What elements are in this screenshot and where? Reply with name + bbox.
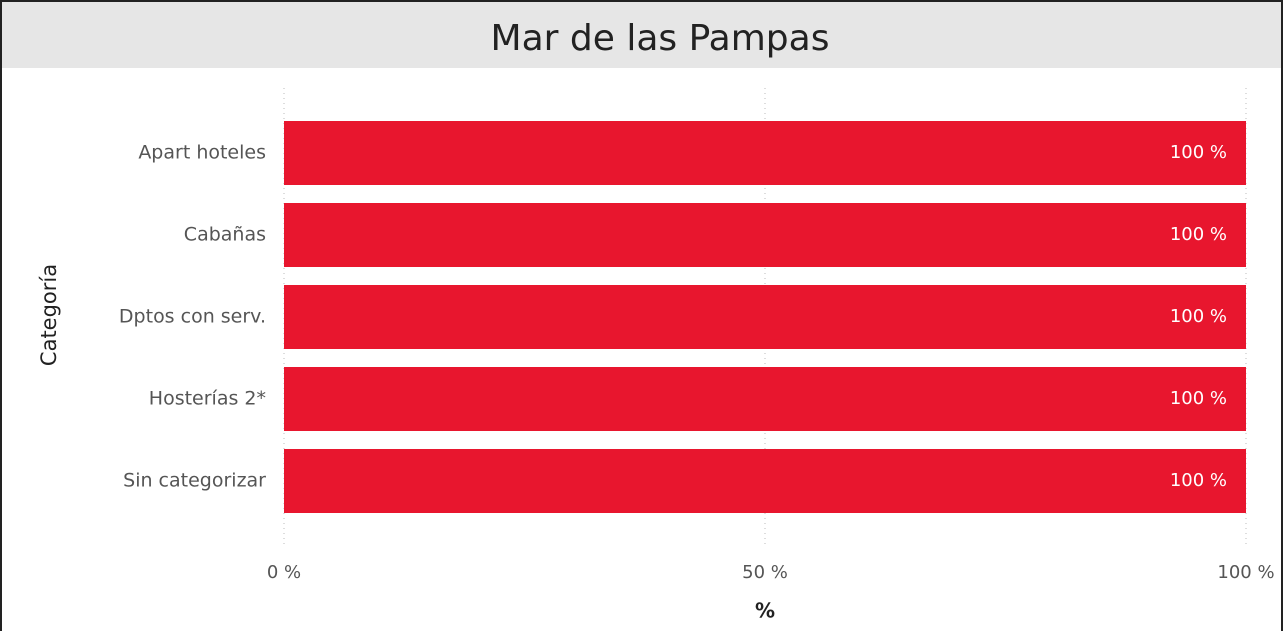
- value-label: 100 %: [1170, 306, 1227, 327]
- x-axis-label: %: [755, 599, 775, 623]
- x-tick-label: 50 %: [742, 562, 788, 583]
- y-tick-label: Hosterías 2*: [149, 388, 266, 410]
- bar: [284, 367, 1246, 431]
- bar: [284, 449, 1246, 513]
- y-tick-label: Apart hoteles: [138, 142, 266, 164]
- title-band: [0, 0, 1283, 68]
- value-label: 100 %: [1170, 224, 1227, 245]
- value-label: 100 %: [1170, 470, 1227, 491]
- bar: [284, 203, 1246, 267]
- chart-title: Mar de las Pampas: [491, 18, 830, 59]
- value-label: 100 %: [1170, 142, 1227, 163]
- y-tick-label: Sin categorizar: [123, 470, 266, 492]
- y-axis-label: Categoría: [37, 264, 61, 366]
- value-label: 100 %: [1170, 388, 1227, 409]
- bar: [284, 121, 1246, 185]
- y-tick-label: Dptos con serv.: [119, 306, 266, 328]
- y-tick-label: Cabañas: [184, 224, 266, 246]
- x-tick-label: 100 %: [1217, 562, 1274, 583]
- x-tick-label: 0 %: [267, 562, 301, 583]
- bar: [284, 285, 1246, 349]
